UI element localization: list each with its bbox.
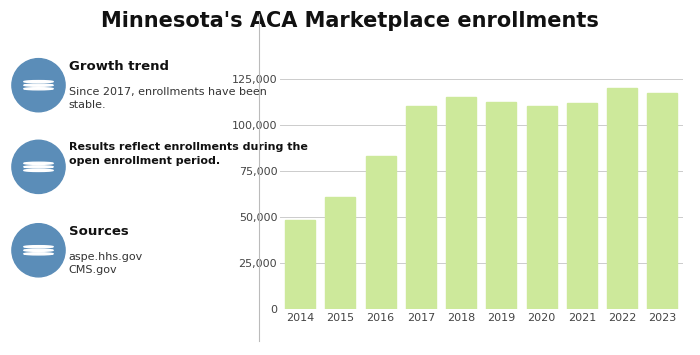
Bar — [326, 197, 356, 309]
Bar — [607, 88, 637, 309]
Text: Sources: Sources — [69, 225, 128, 238]
Text: health: health — [21, 302, 57, 312]
Text: Results reflect enrollments during the
open enrollment period.: Results reflect enrollments during the o… — [69, 142, 307, 165]
Text: aspe.hhs.gov
CMS.gov: aspe.hhs.gov CMS.gov — [69, 252, 143, 275]
Bar — [446, 97, 476, 309]
Text: Minnesota's ACA Marketplace enrollments: Minnesota's ACA Marketplace enrollments — [101, 11, 599, 31]
Bar — [567, 103, 597, 309]
Bar — [486, 102, 517, 309]
Bar — [406, 106, 436, 309]
Text: .org™: .org™ — [20, 328, 58, 341]
Bar — [648, 93, 678, 309]
Bar — [285, 220, 315, 309]
Bar — [526, 106, 556, 309]
Text: Since 2017, enrollments have been
stable.: Since 2017, enrollments have been stable… — [69, 87, 267, 110]
Text: Growth trend: Growth trend — [69, 60, 169, 73]
Bar — [365, 156, 396, 309]
Text: insurance: insurance — [17, 315, 61, 324]
